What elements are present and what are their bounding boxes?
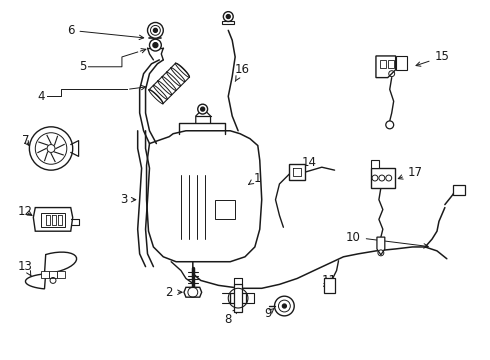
Polygon shape	[234, 284, 242, 312]
Text: 9: 9	[264, 307, 274, 320]
Circle shape	[149, 39, 161, 51]
Circle shape	[226, 15, 230, 18]
Polygon shape	[33, 208, 73, 231]
Polygon shape	[395, 56, 408, 70]
Polygon shape	[324, 278, 335, 293]
Text: 10: 10	[346, 231, 428, 248]
Text: 12: 12	[18, 205, 33, 218]
Polygon shape	[453, 185, 465, 195]
Circle shape	[153, 28, 157, 32]
Circle shape	[223, 12, 233, 22]
Polygon shape	[57, 271, 65, 278]
Text: 13: 13	[18, 260, 33, 276]
Text: 6: 6	[67, 24, 144, 40]
Text: 4: 4	[37, 90, 45, 103]
Polygon shape	[49, 271, 57, 278]
Text: 16: 16	[235, 63, 249, 81]
Circle shape	[47, 145, 55, 152]
Circle shape	[29, 127, 73, 170]
Polygon shape	[184, 287, 202, 297]
Text: 7: 7	[22, 134, 29, 147]
Circle shape	[147, 22, 163, 38]
Circle shape	[201, 107, 205, 111]
Text: 1: 1	[249, 171, 262, 185]
Text: 2: 2	[166, 286, 182, 299]
Circle shape	[386, 121, 393, 129]
Polygon shape	[371, 168, 394, 188]
Polygon shape	[41, 213, 65, 227]
Polygon shape	[377, 237, 385, 255]
Circle shape	[198, 104, 208, 114]
Text: 8: 8	[224, 309, 238, 326]
Circle shape	[282, 304, 286, 308]
Polygon shape	[376, 56, 395, 78]
Polygon shape	[147, 131, 262, 262]
Circle shape	[274, 296, 294, 316]
Polygon shape	[216, 200, 235, 219]
Polygon shape	[388, 60, 393, 68]
Circle shape	[153, 42, 158, 48]
Text: 15: 15	[416, 50, 449, 66]
Text: 5: 5	[79, 60, 86, 73]
Text: 14: 14	[298, 156, 317, 171]
Polygon shape	[380, 60, 386, 68]
Polygon shape	[230, 293, 246, 303]
Polygon shape	[289, 164, 305, 180]
Polygon shape	[41, 271, 49, 278]
Text: 11: 11	[321, 274, 336, 287]
Polygon shape	[25, 252, 76, 289]
Text: 3: 3	[120, 193, 136, 206]
Polygon shape	[222, 21, 234, 24]
Polygon shape	[371, 160, 379, 168]
Text: 17: 17	[398, 166, 423, 179]
